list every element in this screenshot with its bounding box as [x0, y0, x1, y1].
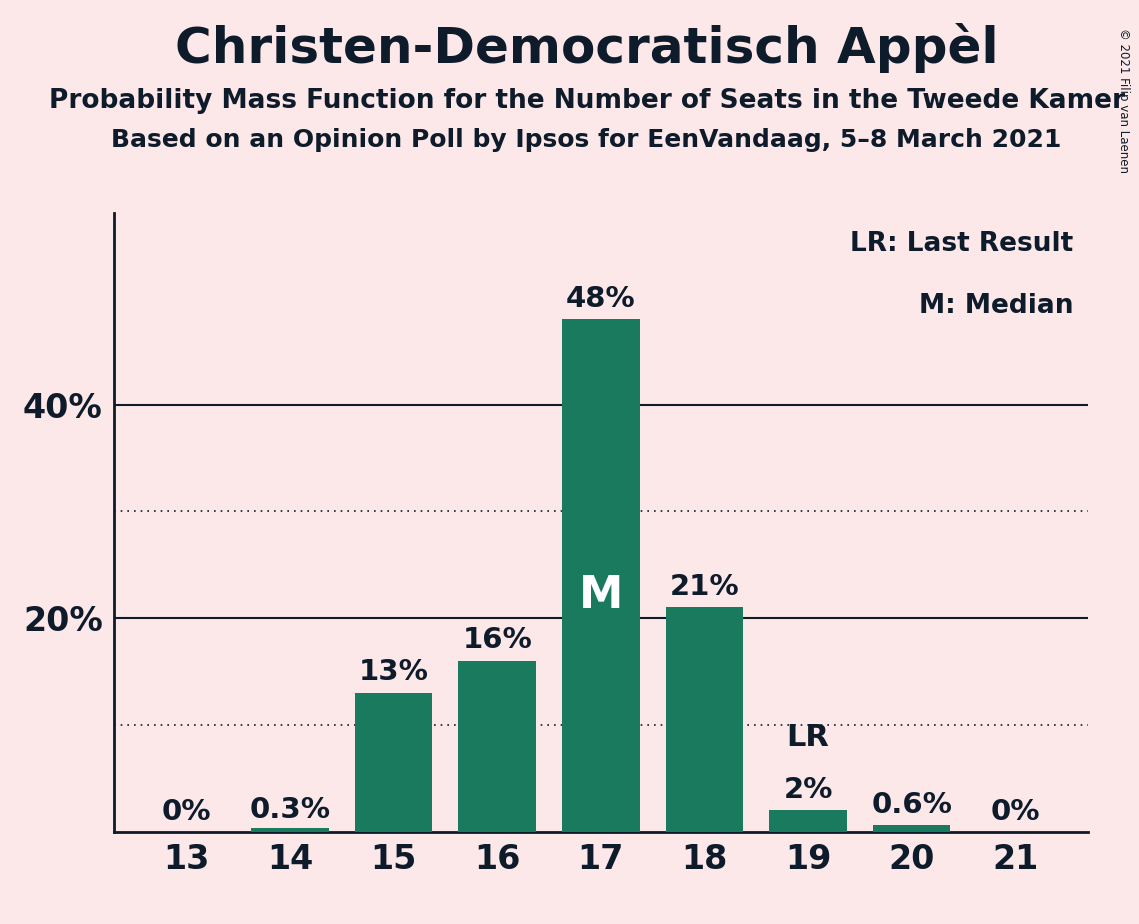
Bar: [665, 607, 744, 832]
Text: 13%: 13%: [359, 659, 428, 687]
Text: 48%: 48%: [566, 285, 636, 313]
Text: Christen-Democratisch Appèl: Christen-Democratisch Appèl: [174, 23, 999, 73]
Text: Probability Mass Function for the Number of Seats in the Tweede Kamer: Probability Mass Function for the Number…: [49, 88, 1124, 114]
Text: © 2021 Filip van Laenen: © 2021 Filip van Laenen: [1117, 28, 1130, 173]
Text: M: Median: M: Median: [919, 293, 1073, 319]
Bar: [872, 825, 950, 832]
Text: 0.6%: 0.6%: [871, 791, 952, 819]
Text: 16%: 16%: [462, 626, 532, 654]
Bar: [354, 693, 433, 832]
Text: LR: Last Result: LR: Last Result: [850, 231, 1073, 257]
Bar: [769, 810, 847, 832]
Text: 21%: 21%: [670, 573, 739, 601]
Bar: [562, 320, 640, 832]
Bar: [252, 829, 329, 832]
Text: M: M: [579, 575, 623, 617]
Text: Based on an Opinion Poll by Ipsos for EenVandaag, 5–8 March 2021: Based on an Opinion Poll by Ipsos for Ee…: [112, 128, 1062, 152]
Text: LR: LR: [787, 723, 829, 751]
Text: 2%: 2%: [784, 776, 833, 804]
Text: 0%: 0%: [991, 798, 1040, 826]
Text: 0.3%: 0.3%: [249, 796, 330, 824]
Text: 0%: 0%: [162, 798, 211, 826]
Bar: [458, 661, 536, 832]
